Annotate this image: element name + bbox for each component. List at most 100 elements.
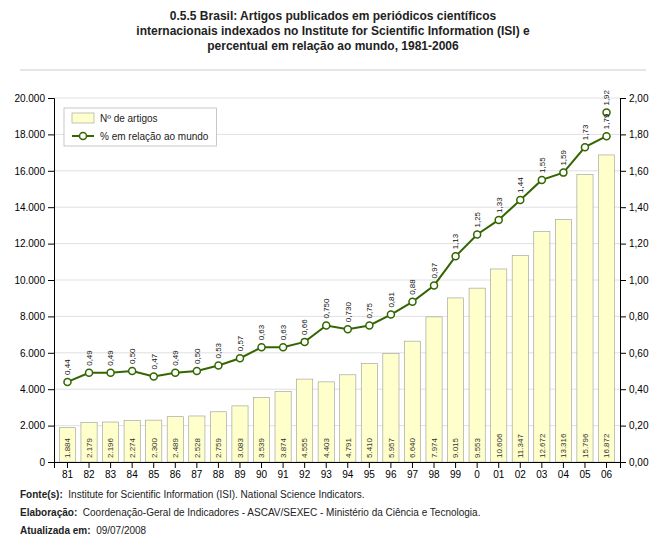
line xyxy=(67,136,606,382)
tick-label: 85 xyxy=(148,469,160,480)
tick-label: 04 xyxy=(558,469,570,480)
y-tick: 18.000 xyxy=(14,129,54,140)
bar xyxy=(318,382,334,462)
bar-label: 2.274 xyxy=(128,437,137,458)
point xyxy=(280,344,287,351)
tick-mark xyxy=(620,98,626,99)
bar-label: 4.555 xyxy=(300,437,309,458)
point xyxy=(344,326,351,333)
bar xyxy=(448,298,464,462)
point xyxy=(495,216,502,223)
bar-label: 3.539 xyxy=(257,437,266,458)
x-tick: 96 xyxy=(385,462,397,480)
tick-mark xyxy=(132,462,133,468)
tick-label: 87 xyxy=(191,469,203,480)
legend-label: Nº de artigos xyxy=(100,113,158,124)
point xyxy=(452,253,459,260)
point xyxy=(323,322,330,329)
tick-mark xyxy=(110,462,111,468)
point-label: 0,49 xyxy=(85,350,94,366)
bar-label: 7.974 xyxy=(430,437,439,458)
point-label: 0,88 xyxy=(408,279,417,295)
point-label: 1,73 xyxy=(581,124,590,140)
bar xyxy=(555,220,571,462)
axis-line xyxy=(55,463,621,469)
y2-tick: 0,00 xyxy=(620,457,649,468)
tick-mark xyxy=(347,462,348,468)
tick-label: 2.000 xyxy=(20,420,45,431)
tick-mark xyxy=(390,462,391,468)
title-line: internacionais indexados no Institute fo… xyxy=(136,24,530,38)
tick-label: 90 xyxy=(256,469,268,480)
tick-label: 83 xyxy=(105,469,117,480)
tick-label: 89 xyxy=(234,469,246,480)
x-tick: 82 xyxy=(83,462,95,480)
x-tick: 85 xyxy=(148,462,160,480)
tick-mark xyxy=(584,462,585,468)
point xyxy=(581,144,588,151)
tick-label: 1,60 xyxy=(629,166,649,177)
tick-label: 20.000 xyxy=(14,93,45,104)
point-label: 1,13 xyxy=(451,233,460,249)
tick-mark xyxy=(455,462,456,468)
footer-text: 09/07/2008 xyxy=(91,525,147,536)
bar xyxy=(404,341,420,462)
x-tick: 02 xyxy=(515,462,527,480)
point xyxy=(517,196,524,203)
legend-item: % em relação ao mundo xyxy=(72,131,209,142)
tick-mark xyxy=(48,426,54,427)
tick-label: 0 xyxy=(39,457,45,468)
tick-mark xyxy=(48,171,54,172)
point xyxy=(603,133,610,140)
y-tick: 12.000 xyxy=(14,238,54,249)
y2-tick: 1,80 xyxy=(620,129,649,140)
point-label: 1,25 xyxy=(473,211,482,227)
bar-label: 6.640 xyxy=(408,437,417,458)
point-label: 1,59 xyxy=(559,149,568,165)
x-tick: 05 xyxy=(579,462,591,480)
point xyxy=(258,344,265,351)
x-tick: 95 xyxy=(364,462,376,480)
tick-mark xyxy=(48,98,54,99)
tick-label: 95 xyxy=(364,469,376,480)
bar xyxy=(81,422,97,462)
bar xyxy=(232,406,248,462)
footer-label: Atualizada em: xyxy=(20,525,91,536)
y-tick: 14.000 xyxy=(14,202,54,213)
y-tick: 10.000 xyxy=(14,275,54,286)
bar-label: 1.884 xyxy=(63,437,72,458)
point-label: 0,49 xyxy=(171,350,180,366)
tick-mark xyxy=(89,462,90,468)
legend-marker xyxy=(80,133,87,140)
y2-tick: 0,20 xyxy=(620,420,649,431)
tick-mark xyxy=(326,462,327,468)
bar-label: 12.672 xyxy=(538,433,547,458)
y2-tick: 1,20 xyxy=(620,238,649,249)
bar xyxy=(146,420,162,462)
point xyxy=(215,362,222,369)
tick-label: 10.000 xyxy=(14,275,45,286)
tick-label: 4.000 xyxy=(20,384,45,395)
bar-label: 3.874 xyxy=(279,437,288,458)
bar-label: 16.872 xyxy=(602,433,611,458)
tick-mark xyxy=(67,462,68,468)
bar xyxy=(210,412,226,462)
data-labels: 1.8842.1792.1962.2742.3002.4892.5282.759… xyxy=(63,89,611,458)
y-tick: 16.000 xyxy=(14,166,54,177)
y-axis: 02.0004.0006.0008.00010.00012.00014.0001… xyxy=(14,93,54,468)
bar xyxy=(577,175,593,462)
axis-line xyxy=(621,99,627,463)
bar xyxy=(103,422,119,462)
tick-mark xyxy=(620,207,626,208)
x-tick: 88 xyxy=(213,462,225,480)
tick-label: 86 xyxy=(170,469,182,480)
bar xyxy=(340,375,356,462)
point-label: 0,730 xyxy=(344,302,353,323)
legend-item: Nº de artigos xyxy=(72,113,158,124)
tick-mark xyxy=(498,462,499,468)
point xyxy=(129,368,136,375)
x-tick: 03 xyxy=(536,462,548,480)
tick-label: 03 xyxy=(536,469,548,480)
bar-label: 11.347 xyxy=(516,434,525,458)
bar xyxy=(167,417,183,462)
